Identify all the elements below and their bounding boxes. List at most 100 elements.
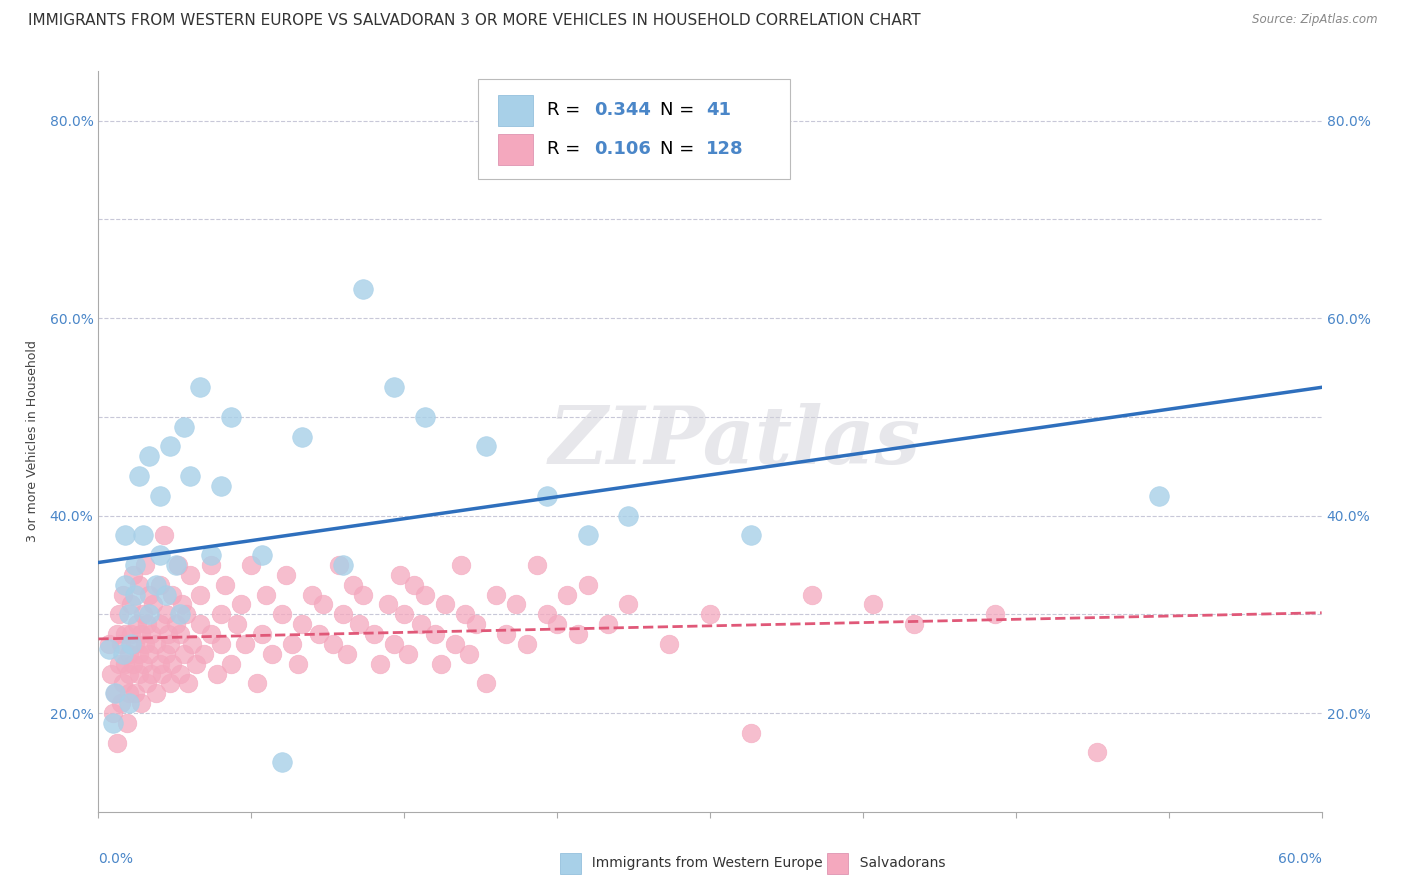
Point — [658, 637, 681, 651]
Point — [118, 686, 141, 700]
Point — [173, 419, 195, 434]
Point — [156, 627, 179, 641]
Point — [149, 489, 172, 503]
Text: Immigrants from Western Europe: Immigrants from Western Europe — [583, 856, 823, 871]
Text: N =: N = — [659, 140, 700, 158]
Point — [186, 657, 208, 671]
Point — [373, 824, 395, 838]
Point — [598, 617, 620, 632]
Point — [270, 607, 294, 622]
Point — [129, 696, 152, 710]
Point — [423, 627, 446, 641]
Point — [495, 627, 517, 641]
Point — [114, 528, 136, 542]
Point — [159, 676, 181, 690]
Point — [155, 607, 177, 622]
Point — [536, 489, 558, 503]
Point — [132, 528, 155, 542]
Point — [181, 637, 204, 651]
Point — [114, 657, 136, 671]
Point — [352, 281, 374, 295]
Point — [332, 558, 354, 572]
Point — [105, 627, 128, 641]
Point — [179, 567, 201, 582]
Point — [209, 607, 232, 622]
Point — [167, 558, 190, 572]
Point — [567, 627, 589, 641]
Text: 60.0%: 60.0% — [1278, 853, 1322, 866]
Point — [368, 657, 391, 671]
Point — [205, 666, 228, 681]
Point — [149, 577, 172, 591]
Point — [149, 617, 172, 632]
Point — [124, 558, 146, 572]
Point — [128, 666, 150, 681]
Point — [434, 598, 457, 612]
Point — [450, 558, 472, 572]
Point — [219, 409, 242, 424]
Point — [110, 637, 132, 651]
Point — [308, 627, 330, 641]
Point — [169, 627, 191, 641]
Text: Source: ZipAtlas.com: Source: ZipAtlas.com — [1253, 13, 1378, 27]
Point — [179, 469, 201, 483]
Point — [105, 736, 128, 750]
FancyBboxPatch shape — [478, 78, 790, 178]
Point — [120, 598, 142, 612]
Point — [576, 577, 599, 591]
Point — [145, 637, 167, 651]
Point — [250, 627, 273, 641]
Point — [114, 627, 136, 641]
Point — [1085, 746, 1108, 760]
Point — [120, 627, 142, 641]
Point — [363, 627, 385, 641]
Point — [142, 598, 165, 612]
Point — [576, 528, 599, 542]
Point — [141, 627, 163, 641]
Point — [101, 706, 124, 720]
Point — [505, 598, 527, 612]
Point — [111, 676, 134, 690]
Point — [118, 607, 141, 622]
Point — [169, 607, 191, 622]
Point — [108, 657, 131, 671]
Point — [617, 508, 640, 523]
Point — [155, 647, 177, 661]
Point — [111, 588, 134, 602]
Point — [474, 676, 498, 690]
Point — [128, 469, 150, 483]
Point — [336, 647, 359, 661]
Point — [454, 607, 477, 622]
Point — [170, 598, 193, 612]
Point — [214, 577, 236, 591]
Point — [138, 647, 160, 661]
Point — [617, 598, 640, 612]
Point — [430, 657, 453, 671]
Point — [209, 637, 232, 651]
Point — [127, 617, 149, 632]
Point — [124, 637, 146, 651]
Point — [260, 647, 283, 661]
Point — [138, 607, 160, 622]
Point — [240, 558, 263, 572]
Point — [392, 607, 416, 622]
Point — [155, 588, 177, 602]
Point — [177, 676, 200, 690]
Y-axis label: 3 or more Vehicles in Household: 3 or more Vehicles in Household — [25, 341, 38, 542]
Point — [526, 558, 548, 572]
Point — [174, 607, 197, 622]
Point — [322, 637, 344, 651]
Point — [115, 715, 138, 730]
Point — [134, 558, 156, 572]
Point — [97, 641, 120, 656]
Point — [536, 607, 558, 622]
Text: IMMIGRANTS FROM WESTERN EUROPE VS SALVADORAN 3 OR MORE VEHICLES IN HOUSEHOLD COR: IMMIGRANTS FROM WESTERN EUROPE VS SALVAD… — [28, 13, 921, 29]
Point — [291, 617, 314, 632]
Point — [120, 637, 142, 651]
FancyBboxPatch shape — [498, 95, 533, 126]
Point — [129, 627, 152, 641]
Point — [444, 637, 467, 651]
Point — [250, 548, 273, 562]
Point — [152, 528, 174, 542]
Point — [555, 588, 579, 602]
